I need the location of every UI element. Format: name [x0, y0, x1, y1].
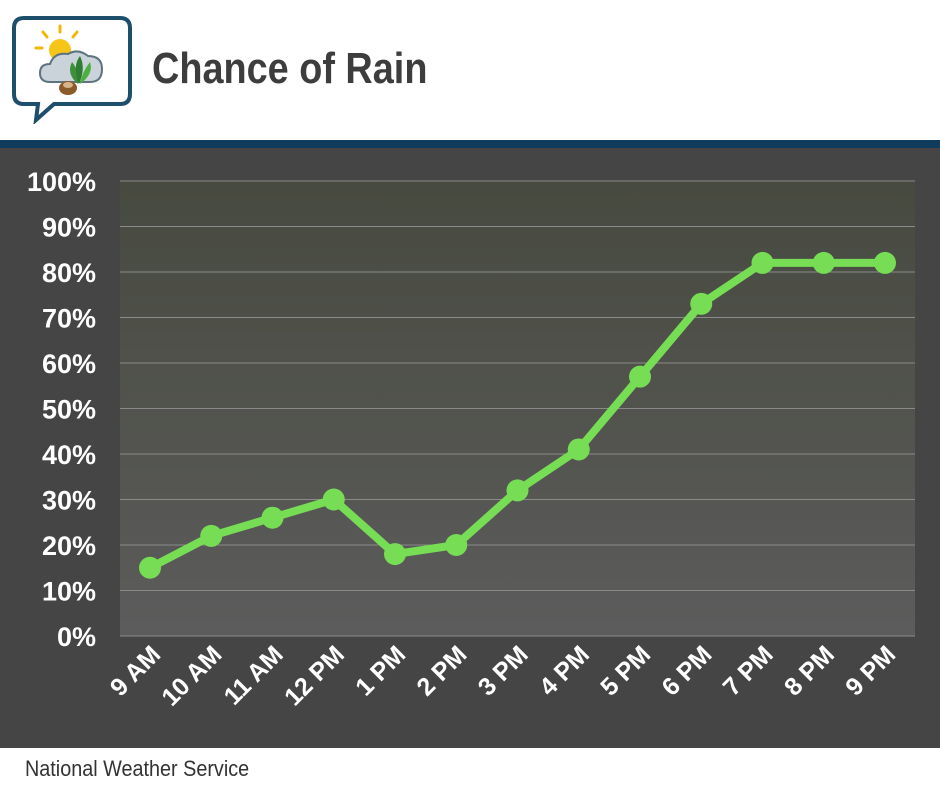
data-point — [874, 251, 896, 274]
data-point — [200, 524, 223, 547]
y-tick-label: 0% — [57, 622, 96, 652]
data-point — [445, 534, 468, 556]
x-tick-label: 2 PM — [411, 640, 472, 701]
weather-logo-icon — [12, 16, 132, 124]
data-point — [506, 479, 529, 502]
x-tick-label: 12 PM — [279, 640, 350, 711]
y-tick-label: 80% — [42, 258, 96, 288]
x-tick-label: 7 PM — [718, 640, 779, 701]
data-point — [812, 251, 835, 274]
page-title: Chance of Rain — [152, 44, 428, 93]
data-point — [139, 556, 161, 579]
data-point — [384, 543, 406, 566]
data-point — [629, 365, 651, 388]
rain-chance-line-chart: 0%10%20%30%40%50%60%70%80%90%100% 9 AM10… — [27, 167, 915, 712]
x-tick-label: 11 AM — [219, 640, 289, 710]
x-tick-label: 6 PM — [656, 640, 717, 701]
y-tick-label: 60% — [42, 349, 96, 379]
y-tick-label: 20% — [42, 531, 96, 561]
y-tick-label: 100% — [27, 167, 96, 197]
x-tick-label: 4 PM — [534, 640, 595, 701]
data-point — [751, 251, 774, 274]
data-point — [322, 488, 345, 511]
data-point — [690, 292, 713, 315]
y-tick-label: 50% — [42, 395, 96, 425]
x-tick-label: 5 PM — [595, 640, 656, 701]
y-tick-label: 10% — [42, 577, 96, 607]
footer: National Weather Service — [0, 748, 940, 788]
x-tick-label: 1 PM — [350, 640, 411, 701]
data-point — [567, 438, 590, 461]
chart-panel: 0% 10% 20% 30% 40% 50% 60% 70% 80% 90% 100% 9 AM 10… — [0, 148, 940, 748]
header-divider — [0, 140, 940, 148]
y-tick-label: 90% — [42, 213, 96, 243]
header: Chance of Rain — [0, 0, 940, 140]
x-tick-label: 3 PM — [473, 640, 534, 701]
y-tick-label: 30% — [42, 486, 96, 516]
y-tick-label: 70% — [42, 304, 96, 334]
y-tick-label: 40% — [42, 440, 96, 470]
data-point — [261, 506, 284, 529]
x-tick-label: 8 PM — [779, 640, 840, 701]
x-tick-label: 9 PM — [840, 640, 901, 701]
source-credit: National Weather Service — [25, 756, 250, 781]
x-tick-label: 10 AM — [156, 640, 227, 711]
